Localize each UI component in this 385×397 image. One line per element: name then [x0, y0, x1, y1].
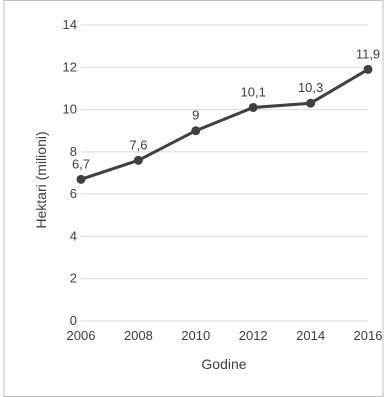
data-point	[133, 155, 143, 165]
y-tick-label: 4	[70, 228, 77, 243]
series-line	[79, 67, 370, 181]
x-tick-label: 2014	[296, 328, 325, 343]
data-label: 9	[192, 108, 199, 123]
y-tick-label: 2	[70, 271, 77, 286]
y-axis-tick-labels: 0 2 4 6 8 10 12 14	[63, 17, 77, 328]
data-point	[76, 174, 86, 184]
series-line-group	[79, 67, 370, 181]
x-tick-label: 2008	[124, 328, 153, 343]
data-point	[306, 98, 316, 108]
x-axis-tick-labels: 2006 2008 2010 2012 2014 2016	[67, 328, 383, 343]
y-tick-label: 12	[63, 59, 77, 74]
data-label: 6,7	[72, 156, 90, 171]
data-point	[363, 64, 373, 74]
data-label: 11,9	[356, 46, 380, 61]
data-label: 10,3	[298, 80, 323, 95]
x-tick-label: 2016	[354, 328, 383, 343]
y-tick-label: 6	[70, 186, 77, 201]
y-tick-label: 10	[63, 102, 77, 117]
y-tick-label: 0	[70, 313, 77, 328]
x-tick-label: 2012	[239, 328, 268, 343]
x-tick-label: 2006	[67, 328, 96, 343]
x-tick-label: 2010	[181, 328, 210, 343]
data-label: 10,1	[241, 84, 266, 99]
gridlines	[81, 24, 368, 322]
y-tick-label: 8	[70, 144, 77, 159]
data-point	[191, 126, 201, 136]
x-axis-title: Godine	[201, 356, 246, 372]
data-labels: 6,7 7,6 9 10,1 10,3 11,9	[72, 46, 380, 171]
y-tick-label: 14	[63, 17, 77, 32]
data-label: 7,6	[129, 137, 147, 152]
data-point	[248, 102, 258, 112]
y-axis-title: Hektari (milioni)	[33, 131, 49, 228]
data-points	[76, 64, 373, 184]
